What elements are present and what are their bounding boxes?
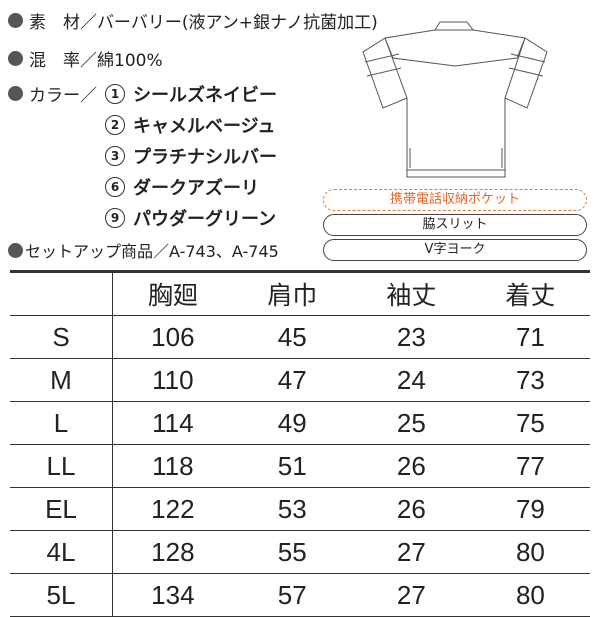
measurement-cell: 134: [112, 573, 233, 617]
measurement-cell: 49: [232, 401, 352, 445]
material-text: 素 材／バーバリー(液アン+銀ナノ抗菌加工): [29, 13, 378, 33]
color-option: 6 ダークアズーリ: [105, 174, 259, 200]
size-label: S: [10, 315, 113, 359]
table-row: LL 118 51 26 77: [10, 444, 590, 488]
table-row: S 106 45 23 71: [10, 315, 590, 359]
measurement-cell: 110: [112, 358, 233, 402]
table-row: EL 122 53 26 79: [10, 487, 590, 531]
measurement-cell: 75: [470, 401, 590, 445]
feature-badge: 脇スリット: [323, 214, 587, 236]
material-spec: 素 材／バーバリー(液アン+銀ナノ抗菌加工): [8, 8, 378, 33]
table-row: 4L 128 55 27 80: [10, 530, 590, 574]
measurement-cell: 118: [112, 444, 233, 488]
measurement-cell: 26: [351, 487, 471, 531]
column-header: 肩巾: [232, 271, 352, 316]
measurement-cell: 47: [232, 358, 352, 402]
measurement-cell: 27: [351, 573, 471, 617]
color-number: 6: [105, 177, 125, 197]
measurement-cell: 106: [112, 315, 233, 359]
table-row: L 114 49 25 75: [10, 401, 590, 445]
column-header: 袖丈: [351, 271, 471, 316]
measurement-cell: 77: [470, 444, 590, 488]
measurement-cell: 73: [470, 358, 590, 402]
measurement-cell: 57: [232, 573, 352, 617]
measurement-cell: 51: [232, 444, 352, 488]
size-label: 4L: [10, 530, 113, 574]
color-option: 1 シールズネイビー: [105, 81, 277, 107]
bullet-icon: [8, 86, 23, 101]
color-name: キャメルベージュ: [133, 116, 276, 137]
column-header: 着丈: [470, 271, 590, 316]
color-number: 1: [105, 84, 125, 104]
color-spec: カラー／: [8, 81, 97, 106]
blend-text: 混 率／綿100%: [29, 51, 163, 71]
blend-spec: 混 率／綿100%: [8, 46, 163, 71]
size-label: LL: [10, 444, 113, 488]
measurement-cell: 122: [112, 487, 233, 531]
size-label: 5L: [10, 573, 113, 617]
measurement-cell: 55: [232, 530, 352, 574]
color-option: 9 パウダーグリーン: [105, 205, 276, 231]
table-row: 5L 134 57 27 80: [10, 573, 590, 617]
measurement-cell: 45: [232, 315, 352, 359]
setup-text: セットアップ商品／A-743、A-745: [25, 242, 279, 261]
shirt-back-illustration: [362, 21, 548, 178]
setup-spec: セットアップ商品／A-743、A-745: [8, 238, 279, 262]
measurement-cell: 25: [351, 401, 471, 445]
corner-cell: [10, 271, 113, 316]
table-row: M 110 47 24 73: [10, 358, 590, 402]
measurement-cell: 128: [112, 530, 233, 574]
size-table: 胸廻 肩巾 袖丈 着丈 S 106 45 23 71 M 110 47 24 73 L 114 49 25 75 L…: [10, 270, 590, 617]
color-option: 3 プラチナシルバー: [105, 143, 277, 169]
measurement-cell: 71: [470, 315, 590, 359]
color-number: 9: [105, 208, 125, 228]
size-label: M: [10, 358, 113, 402]
measurement-cell: 24: [351, 358, 471, 402]
measurement-cell: 53: [232, 487, 352, 531]
color-option: 2 キャメルベージュ: [105, 112, 275, 138]
color-name: プラチナシルバー: [133, 147, 277, 168]
color-label: カラー／: [29, 86, 97, 106]
feature-badge: V字ヨーク: [323, 239, 587, 261]
feature-badge: 携帯電話収納ポケット: [323, 189, 587, 211]
color-number: 3: [105, 146, 125, 166]
measurement-cell: 114: [112, 401, 233, 445]
measurement-cell: 27: [351, 530, 471, 574]
measurement-cell: 80: [470, 530, 590, 574]
color-number: 2: [105, 115, 125, 135]
bullet-icon: [8, 13, 23, 28]
color-name: ダークアズーリ: [133, 178, 259, 199]
color-name: パウダーグリーン: [133, 209, 277, 230]
measurement-cell: 79: [470, 487, 590, 531]
size-label: EL: [10, 487, 113, 531]
color-name: シールズネイビー: [133, 85, 277, 106]
bullet-icon: [8, 51, 23, 66]
measurement-cell: 80: [470, 573, 590, 617]
bullet-icon: [8, 242, 23, 258]
measurement-cell: 23: [351, 315, 471, 359]
measurement-cell: 26: [351, 444, 471, 488]
column-header: 胸廻: [112, 271, 233, 316]
size-label: L: [10, 401, 113, 445]
